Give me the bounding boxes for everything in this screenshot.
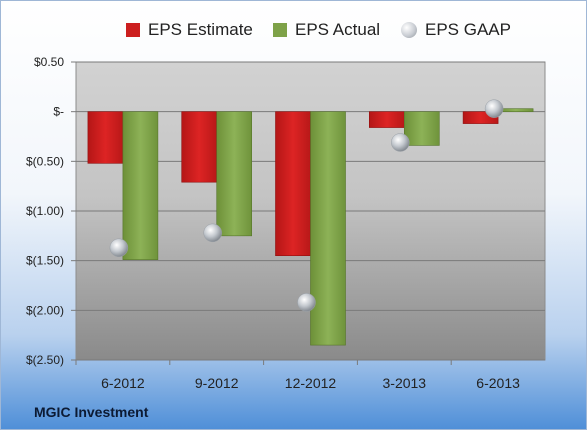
eps-estimate-bar [87, 111, 124, 164]
eps-estimate-bar [368, 111, 405, 128]
x-tick-label: 12-2012 [285, 375, 337, 391]
legend-label-eps-estimate: EPS Estimate [148, 20, 253, 39]
legend-label-eps-gaap: EPS GAAP [425, 20, 511, 39]
eps-gaap-point [109, 238, 129, 258]
y-tick-label: $- [53, 105, 64, 119]
legend-swatch-eps-actual [273, 23, 287, 37]
legend-item-eps-gaap: EPS GAAP [401, 15, 511, 45]
eps-actual-bar [403, 111, 440, 146]
eps-estimate-bar [181, 111, 217, 183]
y-tick-label: $0.50 [34, 55, 64, 69]
eps-actual-bar [122, 111, 159, 260]
legend-swatch-eps-estimate [126, 23, 140, 37]
eps-gaap-point [484, 99, 504, 118]
legend-swatch-eps-gaap [401, 22, 417, 38]
y-tick-label: $(2.50) [26, 353, 64, 367]
eps-gaap-point [391, 133, 410, 152]
eps-estimate-bar [275, 111, 311, 257]
legend-item-eps-estimate: EPS Estimate [126, 15, 253, 45]
x-tick-label: 3-2013 [383, 375, 427, 391]
legend-label-eps-actual: EPS Actual [295, 20, 381, 39]
eps-actual-bar [497, 108, 534, 112]
y-tick-label: $(1.50) [26, 254, 64, 268]
eps-gaap-point [297, 293, 316, 312]
x-tick-label: 6-2013 [476, 375, 520, 391]
legend: EPS Estimate EPS Actual EPS GAAP [1, 15, 586, 45]
eps-actual-bar [216, 111, 252, 237]
y-tick-label: $(0.50) [26, 154, 64, 168]
legend-item-eps-actual: EPS Actual [273, 15, 380, 45]
eps-estimate-bar [462, 111, 499, 124]
company-name: MGIC Investment [34, 404, 149, 420]
x-tick-label: 9-2012 [195, 375, 239, 391]
eps-gaap-point [203, 223, 222, 243]
y-tick-label: $(1.00) [26, 204, 64, 218]
eps-actual-bar [310, 111, 346, 346]
y-tick-label: $(2.00) [26, 303, 64, 317]
x-tick-label: 6-2012 [101, 375, 145, 391]
